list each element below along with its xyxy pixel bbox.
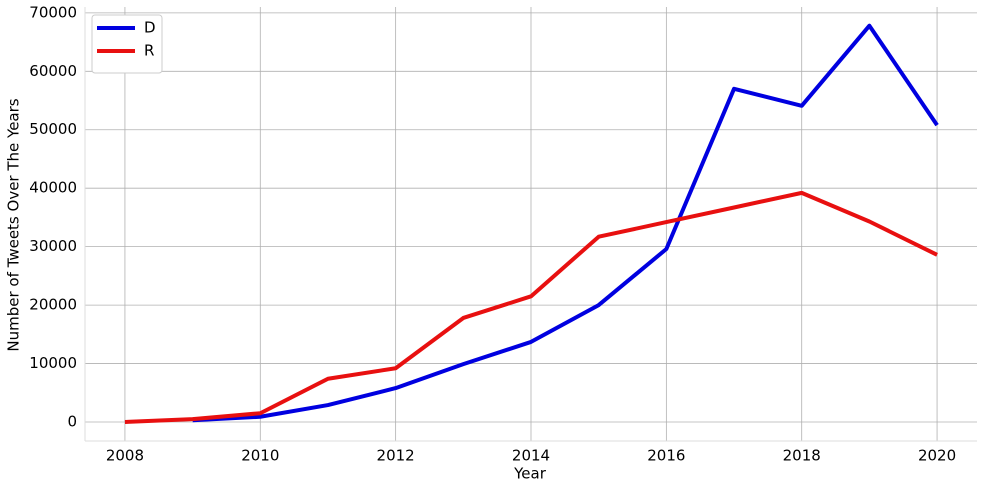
- y-tick-label: 70000: [29, 3, 77, 21]
- y-tick-label: 10000: [29, 354, 77, 372]
- legend-label: D: [144, 19, 156, 37]
- x-tick-label: 2010: [241, 447, 279, 465]
- y-tick-label: 30000: [29, 237, 77, 255]
- x-tick-label: 2012: [377, 447, 415, 465]
- y-tick-label: 20000: [29, 296, 77, 314]
- x-tick-label: 2016: [647, 447, 685, 465]
- x-tick-label: 2008: [106, 447, 144, 465]
- y-axis-label: Number of Tweets Over The Years: [5, 98, 23, 351]
- x-axis-label: Year: [513, 465, 547, 483]
- y-tick-label: 60000: [29, 62, 77, 80]
- data-line: [124, 190, 938, 425]
- x-tick-label: 2014: [512, 447, 550, 465]
- legend-label: R: [144, 42, 154, 60]
- data-line: [192, 23, 939, 423]
- y-tick-label: 50000: [29, 120, 77, 138]
- x-tick-label: 2018: [783, 447, 821, 465]
- x-tick-label: 2020: [918, 447, 956, 465]
- y-tick-label: 40000: [29, 179, 77, 197]
- y-tick-label: 0: [67, 413, 77, 431]
